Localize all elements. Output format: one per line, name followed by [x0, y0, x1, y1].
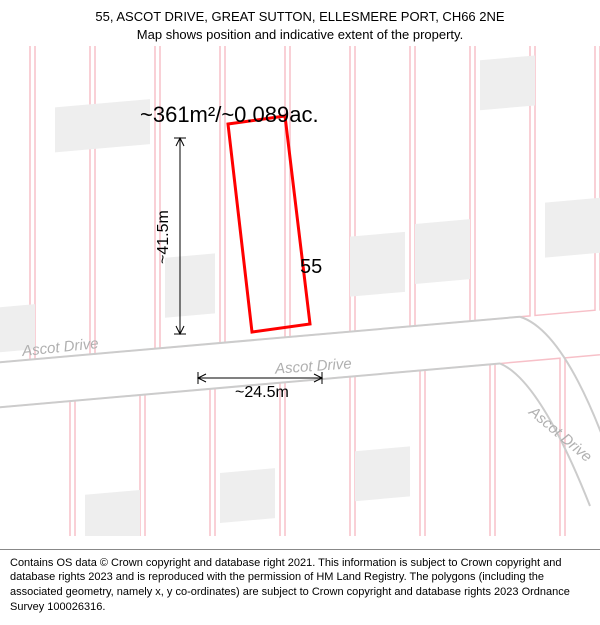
- page-subtitle: Map shows position and indicative extent…: [10, 26, 590, 44]
- header: 55, ASCOT DRIVE, GREAT SUTTON, ELLESMERE…: [0, 0, 600, 45]
- map-area: ~361m²/~0.089ac. ~41.5m ~24.5m 55 Ascot …: [0, 46, 600, 536]
- house-number: 55: [300, 256, 322, 279]
- footer-text: Contains OS data © Crown copyright and d…: [10, 557, 570, 614]
- page-title: 55, ASCOT DRIVE, GREAT SUTTON, ELLESMERE…: [10, 8, 590, 26]
- dim-horizontal-label: ~24.5m: [235, 384, 289, 402]
- area-label: ~361m²/~0.089ac.: [140, 102, 319, 128]
- footer: Contains OS data © Crown copyright and d…: [0, 549, 600, 625]
- dim-vertical-label: ~41.5m: [155, 210, 173, 264]
